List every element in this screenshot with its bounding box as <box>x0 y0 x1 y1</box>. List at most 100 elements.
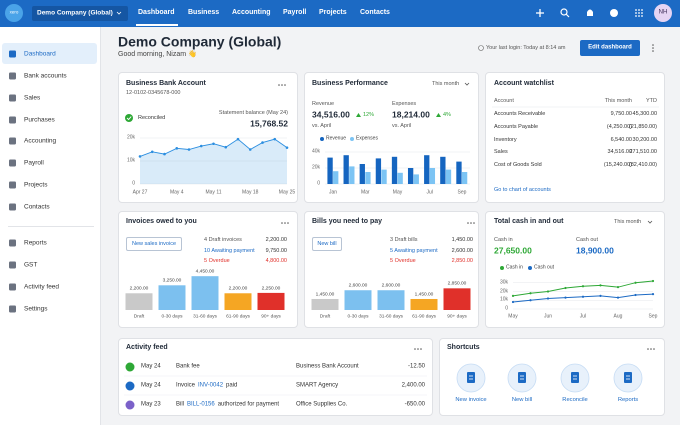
sidebar-item[interactable]: Projects <box>24 181 48 189</box>
summary-label[interactable]: 5 Overdue <box>204 257 230 264</box>
button-label[interactable]: Edit dashboard <box>588 44 632 51</box>
x-tick-label: Sep <box>457 189 467 196</box>
summary-label[interactable]: 5 Awaiting payment <box>390 247 438 254</box>
status: Reconciled <box>138 114 166 121</box>
shortcut-label[interactable]: New bill <box>511 396 533 403</box>
sidebar-item[interactable]: Purchases <box>24 116 55 124</box>
activity-amount: -12.50 <box>407 363 425 370</box>
nav-link[interactable]: Dashboard <box>138 9 175 17</box>
more-menu <box>652 44 654 46</box>
sidebar-item[interactable]: Payroll <box>24 159 44 167</box>
sidebar-active[interactable] <box>2 43 97 64</box>
nav-link[interactable]: Business <box>188 9 220 17</box>
x-tick-label: Apr 27 <box>132 189 148 196</box>
x-tick-label: 61-90 days <box>226 314 250 320</box>
nav-active-underline <box>136 24 178 26</box>
activity-amount: 2,400.00 <box>401 382 425 389</box>
sidebar-item[interactable]: Sales <box>24 94 41 102</box>
y-tick-label: 20k <box>311 164 320 171</box>
metric-label: Expenses <box>392 100 417 107</box>
cell: 9,750.00 <box>610 110 632 117</box>
sidebar-item[interactable]: Activity feed <box>24 283 60 291</box>
x-tick-label: Jul <box>579 313 587 320</box>
nav-link[interactable]: Projects <box>319 9 347 17</box>
nav-link[interactable]: Accounting <box>232 9 271 17</box>
value-label: 2,250.00 <box>261 286 281 292</box>
cell: Cost of Goods Sold <box>494 162 542 169</box>
legend-label: Cash out <box>534 264 555 271</box>
statement-label: Statement balance (May 24) <box>218 109 288 116</box>
metric-amount: 27,650.00 <box>494 245 532 256</box>
avatar-initials[interactable]: NH <box>658 9 668 16</box>
new-button[interactable] <box>312 237 342 251</box>
metric-comparison: vs. April <box>392 122 412 129</box>
activity-ref[interactable]: BILL-0156 <box>187 401 215 408</box>
button-label[interactable]: New sales invoice <box>131 240 177 247</box>
x-tick-label: May 18 <box>242 189 259 196</box>
x-tick-label: Jun <box>543 313 553 320</box>
shortcut-label[interactable]: Reconcile <box>562 396 588 403</box>
period-select[interactable]: This month <box>432 80 460 87</box>
legend-label: Expenses <box>356 135 378 142</box>
legend-label: Cash in <box>506 264 523 271</box>
link[interactable]: Go to chart of accounts <box>494 186 551 193</box>
summary-label: 4 Draft invoices <box>204 236 242 243</box>
value-label: 2,600.00 <box>381 283 401 289</box>
card-title: Bills you need to pay <box>312 218 383 226</box>
nav-link[interactable]: Payroll <box>283 9 307 17</box>
cell: 6,540.00 <box>610 136 632 143</box>
y-tick-label: 20k <box>126 134 135 141</box>
sidebar-item[interactable]: GST <box>24 261 38 269</box>
new-button[interactable] <box>126 237 182 251</box>
sidebar-item[interactable]: Accounting <box>24 137 57 145</box>
summary-amount: 9,750.00 <box>265 247 287 254</box>
cell: 30,200.00 <box>632 136 657 143</box>
summary-amount: 1,450.00 <box>451 236 473 243</box>
watchlist-card <box>485 72 665 203</box>
y-tick-label: 10k <box>126 157 135 164</box>
button-label[interactable]: New bill <box>317 240 337 247</box>
sidebar-item[interactable]: Bank accounts <box>24 72 67 80</box>
metric-change: 12% <box>363 111 375 118</box>
summary-label[interactable]: 10 Awaiting payment <box>204 247 255 254</box>
card-title: Business Bank Account <box>126 80 206 88</box>
nav-link[interactable]: Contacts <box>360 9 390 17</box>
sidebar-item[interactable]: Contacts <box>24 203 50 211</box>
summary-amount: 2,600.00 <box>451 247 473 254</box>
metric-comparison: vs. April <box>312 122 332 129</box>
activity-date: May 23 <box>141 401 161 408</box>
sidebar-item[interactable]: Reports <box>24 239 47 247</box>
x-tick-label: Draft <box>319 314 331 320</box>
sidebar-item[interactable]: Settings <box>24 305 48 313</box>
metric-amount: 18,214.00 <box>392 109 430 120</box>
page-title: Demo Company (Global) <box>118 33 282 50</box>
summary-amount: 2,850.00 <box>451 257 473 264</box>
value-label: 2,600.00 <box>348 283 368 289</box>
greeting: Good morning, Nizam 👋 <box>118 51 197 59</box>
org-switcher[interactable] <box>32 6 128 21</box>
shortcut-label[interactable]: New invoice <box>455 396 487 403</box>
statement-balance: 15,768.52 <box>250 118 288 129</box>
card-title: Activity feed <box>126 344 168 352</box>
bank-card <box>118 72 298 203</box>
period-select[interactable]: This month <box>614 218 642 225</box>
x-tick-label: 90+ days <box>261 314 281 320</box>
column-header: YTD <box>646 97 657 104</box>
column-header: Account <box>494 97 514 104</box>
logo-text: xero <box>9 9 19 15</box>
y-tick-label: 10k <box>499 296 508 303</box>
org-name[interactable]: Demo Company (Global) <box>37 9 113 17</box>
activity-type: Bank fee <box>176 363 200 370</box>
edit-dashboard-button[interactable] <box>580 40 640 56</box>
cell: Inventory <box>494 136 517 143</box>
summary-label[interactable]: 5 Overdue <box>390 257 416 264</box>
shortcut-label[interactable]: Reports <box>617 396 639 403</box>
activity-card <box>118 338 433 416</box>
sidebar-item[interactable]: Dashboard <box>24 50 56 58</box>
activity-description: Bank fee <box>176 364 200 371</box>
activity-ref[interactable]: INV-0042 <box>198 382 224 389</box>
column-header: This month <box>604 97 632 104</box>
cell: (15,240.00) <box>603 162 632 169</box>
card-title: Account watchlist <box>494 80 554 88</box>
x-tick-label: 61-90 days <box>412 314 436 320</box>
